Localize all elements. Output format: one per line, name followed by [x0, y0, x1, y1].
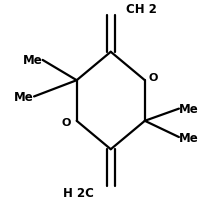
Text: O: O	[148, 73, 157, 83]
Text: Me: Me	[179, 131, 199, 144]
Text: Me: Me	[23, 54, 43, 67]
Text: Me: Me	[179, 103, 199, 116]
Text: O: O	[62, 117, 71, 127]
Text: H 2C: H 2C	[63, 186, 94, 199]
Text: CH 2: CH 2	[126, 3, 157, 16]
Text: Me: Me	[14, 90, 34, 103]
